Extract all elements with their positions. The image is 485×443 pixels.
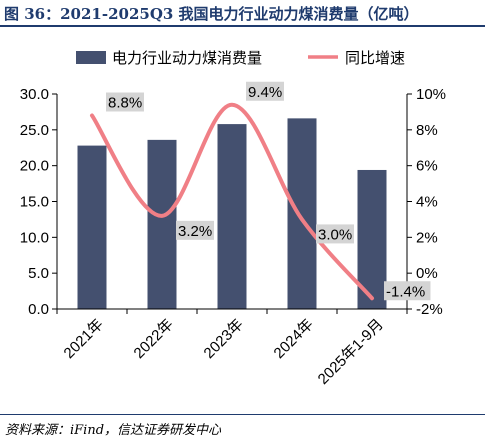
data-label-bg [106,92,144,112]
x-tick-label: 2024年 [271,316,317,362]
x-tick-label: 2025年1-9月 [315,316,387,388]
right-tick-label: 0% [416,265,438,282]
x-tick-label: 2021年 [61,316,107,362]
left-tick-label: 0.0 [28,301,49,318]
data-label-bg [384,281,431,301]
right-tick-label: 10% [416,86,446,103]
legend-bar-label: 电力行业动力煤消费量 [112,49,262,67]
data-label: 9.4% [248,84,282,101]
data-labels: 8.8% 3.2% 9.4% 3.0% -1.4% [106,81,431,301]
left-tick-label: 30.0 [20,86,49,103]
legend-bar-swatch [76,51,106,64]
right-tick-label: 2% [416,229,438,246]
legend: 电力行业动力煤消费量 同比增速 [76,49,405,67]
source-note: 资料来源：iFind，信达证券研发中心 [5,423,222,438]
left-tick-label: 5.0 [28,265,49,282]
data-label-bg [246,81,284,101]
title-rule [0,25,485,27]
data-label: -1.4% [386,283,425,300]
data-label-bg [176,220,214,240]
left-tick-label: 15.0 [20,194,49,211]
data-label: 3.0% [318,226,352,243]
right-tick-label: 4% [416,194,438,211]
right-tick-label: 6% [416,158,438,175]
right-tick-label: 8% [416,122,438,139]
bar-series [77,118,387,309]
x-tick-label: 2022年 [131,316,177,362]
x-tick-label: 2023年 [201,316,247,362]
figure-title: 图 36：2021-2025Q3 我国电力行业动力煤消费量（亿吨） [4,5,419,23]
legend-line-label: 同比增速 [345,49,405,67]
left-tick-label: 20.0 [20,158,49,175]
axes [52,93,412,314]
right-tick-label: -2% [416,301,443,318]
left-tick-label: 10.0 [20,229,49,246]
data-label: 8.8% [108,95,142,112]
data-label: 3.2% [178,223,212,240]
left-tick-label: 25.0 [20,122,49,139]
bar-3 [287,118,317,309]
bar-2 [217,124,247,309]
data-label-bg [316,224,354,244]
bar-1 [147,139,177,309]
bar-0 [77,145,107,309]
source-rule [0,414,485,415]
